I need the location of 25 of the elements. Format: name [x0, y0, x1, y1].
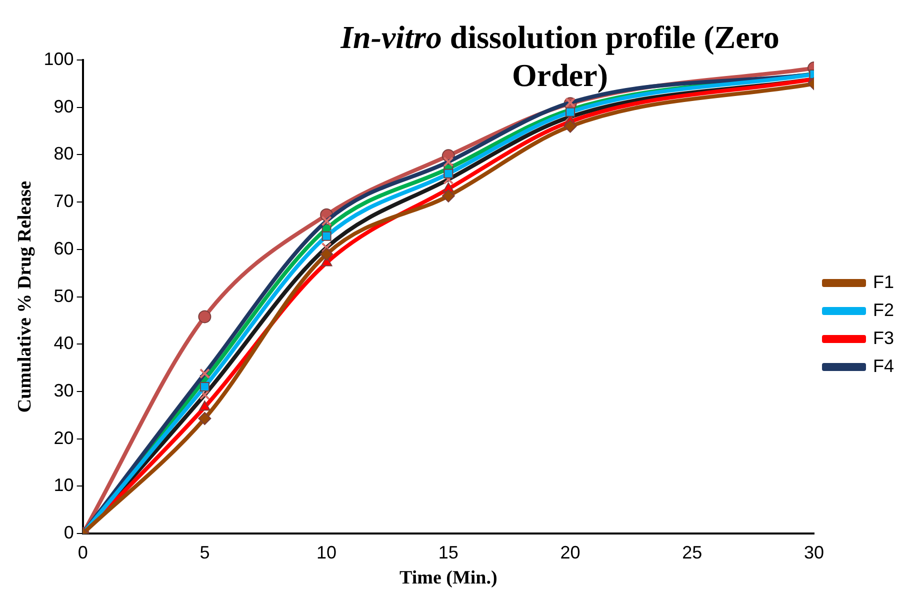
- legend-label: F4: [872, 356, 894, 376]
- x-axis-title: Time (Min.): [400, 568, 498, 589]
- x-tick-label: 15: [438, 542, 458, 562]
- y-tick-label: 90: [54, 96, 74, 116]
- legend-label: F2: [872, 300, 894, 320]
- y-tick-label: 10: [54, 475, 74, 496]
- y-tick-label: 40: [54, 333, 74, 354]
- legend-label: F1: [872, 272, 894, 292]
- y-tick-label: 30: [54, 380, 74, 400]
- y-tick-label: 70: [54, 191, 74, 212]
- y-tick-label: 80: [54, 144, 74, 164]
- y-tick-label: 100: [44, 48, 74, 69]
- x-tick-label: 0: [78, 542, 88, 562]
- y-tick-label: 50: [54, 286, 74, 306]
- legend-label: F3: [872, 328, 894, 348]
- x-tick-label: 20: [560, 542, 580, 562]
- y-tick-label: 20: [54, 428, 74, 448]
- x-tick-label: 10: [316, 542, 337, 562]
- y-axis-title: Cumulative % Drug Release: [14, 180, 36, 413]
- x-tick-label: 25: [682, 542, 702, 562]
- y-tick-label: 0: [64, 522, 74, 543]
- y-tick-label: 60: [54, 238, 74, 258]
- x-tick-label: 5: [200, 542, 210, 562]
- x-tick-label: 30: [804, 542, 824, 562]
- chart-title: In-vitro dissolution profile (Zero Order): [339, 18, 780, 94]
